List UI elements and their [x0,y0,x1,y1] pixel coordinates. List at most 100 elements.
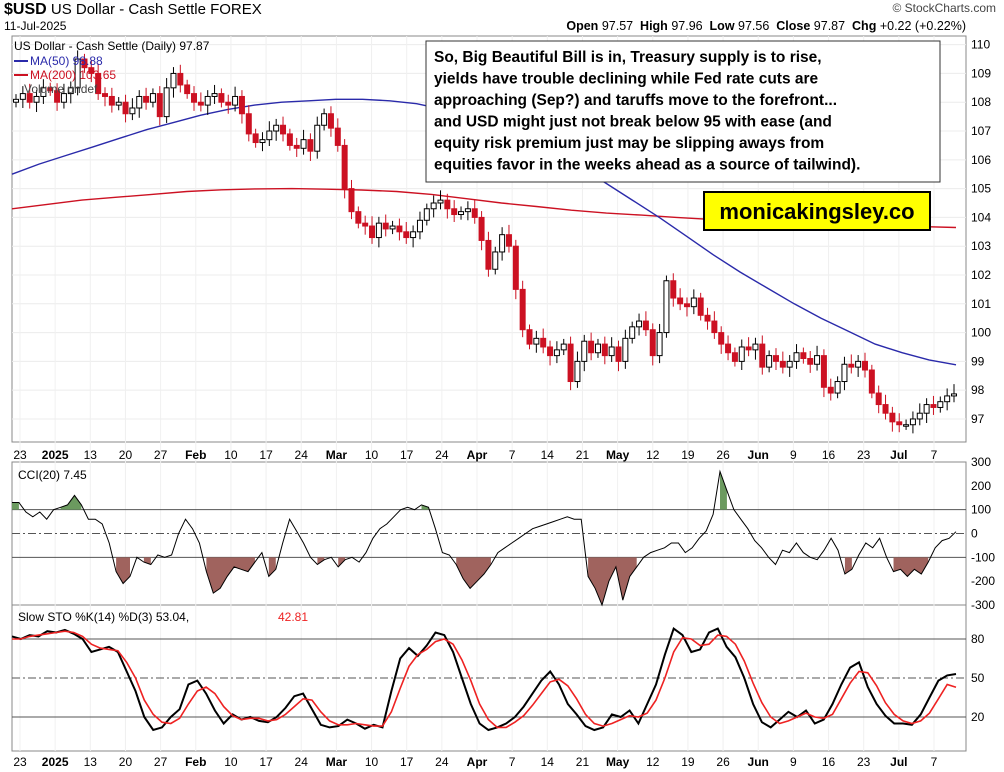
price-axis-tick: 105 [971,182,991,196]
cci-positive-fill [12,502,19,510]
candle-body [252,133,259,144]
candle-body [588,340,595,354]
candle-body [19,93,26,100]
candle-body [492,251,499,270]
cci-axis-tick: 100 [971,503,991,517]
candle-body [875,392,882,406]
cci-axis-tick: 200 [971,479,991,493]
candle-body [718,332,725,345]
candle-body [129,107,136,115]
candle-body [334,127,341,146]
symbol-ticker: $USD [4,1,47,18]
candle-body [505,234,512,247]
candle-body [464,208,471,213]
x-axis-tick: 20 [119,448,133,462]
candle-body [54,90,61,103]
x-axis-tick: Jun [748,755,769,769]
x-axis-tick: 10 [224,448,238,462]
cci-axis-tick: -100 [971,550,995,564]
x-axis-tick: 17 [400,448,414,462]
candle-body [81,58,88,69]
x-axis-tick: 7 [509,448,516,462]
candle-body [793,352,800,362]
candle-body [341,144,348,190]
candle-body [759,343,766,368]
x-axis-tick: 17 [259,755,273,769]
candle-body [896,421,903,426]
candle-body [177,72,184,86]
annotation-line: approaching (Sep?) and taruffs move to t… [434,92,837,109]
candle-body [232,95,239,106]
candle-body [238,95,245,115]
candle-body [115,101,122,106]
annotation-line: yields have trouble declining while Fed … [434,71,819,88]
candle-body [95,72,102,95]
candle-body [273,124,280,132]
candle-body [259,139,266,144]
candle-body [47,87,54,92]
candle-body [903,424,910,427]
open-label: Open [566,19,599,33]
x-axis-tick: 9 [790,755,797,769]
ma200-legend: MA(200) 103.65 [30,68,116,82]
candle-body [704,314,711,322]
price-axis-tick: 98 [971,383,985,397]
candle-body [314,124,321,152]
x-axis-tick: 16 [822,755,836,769]
candle-body [423,208,430,221]
candle-body [403,231,410,239]
x-axis-tick: 17 [259,448,273,462]
candle-body [601,343,608,357]
chg-label: Chg [852,19,877,33]
candle-body [300,139,307,149]
high-label: High [640,19,668,33]
candle-body [280,124,287,135]
cci-negative-fill [588,557,637,605]
candle-body [163,87,170,118]
candle-body [197,101,204,106]
candle-body [930,404,937,408]
x-axis-tick: 14 [541,448,555,462]
cci-line [12,469,957,607]
watermark-text: monicakingsley.co [719,199,914,224]
chart-symbol: $USD US Dollar - Cash Settle FOREX [4,1,262,19]
x-axis-tick: 13 [84,755,98,769]
x-axis-tick: 23 [857,448,871,462]
sto-axis-tick: 20 [971,710,985,724]
candle-body [293,144,300,149]
volume-legend: Volume undef [24,82,98,96]
x-axis-tick: 26 [716,448,730,462]
cci-positive-fill [720,471,727,510]
annotation-line: equities favor in the weeks ahead as a s… [434,157,860,174]
candle-body [410,231,417,239]
candle-body [225,101,232,106]
candle-body [184,84,191,95]
candle-body [622,337,629,362]
candle-body [471,208,478,218]
x-axis-tick: 19 [681,448,695,462]
x-axis-tick: 13 [84,448,98,462]
candle-body [636,320,643,328]
x-axis-tick: May [606,755,630,769]
candle-body [725,343,732,354]
candle-body [642,320,649,331]
watermark: monicakingsley.co [703,191,931,231]
x-axis-tick: 24 [295,755,309,769]
x-axis-tick: 12 [646,448,660,462]
axis-labels: 1101091081071061051041031021011009998972… [13,38,995,769]
candle-body [944,395,951,403]
x-axis-tick: 9 [790,448,797,462]
candle-body [690,297,697,308]
cci-axis-tick: -200 [971,574,995,588]
candle-body [786,360,793,368]
chg-value: +0.22 (+0.22%) [879,19,966,33]
candle-body [752,343,759,351]
candle-body [369,225,376,239]
x-axis-tick: 14 [541,755,555,769]
candle-body [779,360,786,368]
candle-body [396,225,403,233]
candle-body [40,87,47,97]
candle-body [745,346,752,351]
x-axis-tick: 23 [13,755,27,769]
